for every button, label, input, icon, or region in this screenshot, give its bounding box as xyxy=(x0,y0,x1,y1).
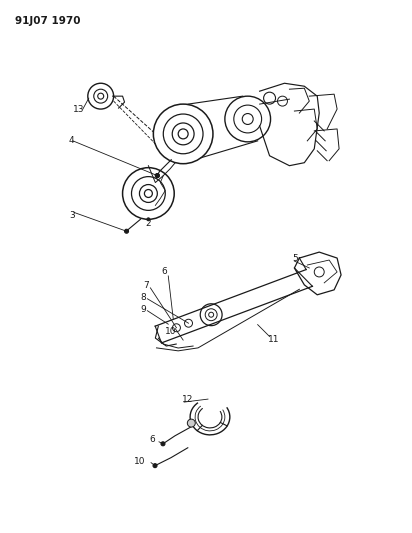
Text: 91J07 1970: 91J07 1970 xyxy=(15,15,81,26)
Text: 5: 5 xyxy=(293,254,298,263)
Circle shape xyxy=(147,218,150,221)
Text: 4: 4 xyxy=(69,136,75,146)
Text: 10: 10 xyxy=(133,457,145,466)
Circle shape xyxy=(161,442,165,446)
Text: 13: 13 xyxy=(73,104,84,114)
Text: 12: 12 xyxy=(182,394,194,403)
Text: 10: 10 xyxy=(165,327,177,336)
Text: 3: 3 xyxy=(69,211,75,220)
Text: 7: 7 xyxy=(143,281,149,290)
Circle shape xyxy=(155,174,159,177)
Text: 11: 11 xyxy=(267,335,279,344)
Text: 2: 2 xyxy=(145,219,151,228)
Circle shape xyxy=(187,419,195,427)
Text: 6: 6 xyxy=(149,435,155,445)
Circle shape xyxy=(124,229,129,233)
Text: 9: 9 xyxy=(140,305,146,314)
Circle shape xyxy=(155,174,159,177)
Circle shape xyxy=(153,464,157,467)
Text: 8: 8 xyxy=(140,293,146,302)
Text: 6: 6 xyxy=(162,268,167,277)
